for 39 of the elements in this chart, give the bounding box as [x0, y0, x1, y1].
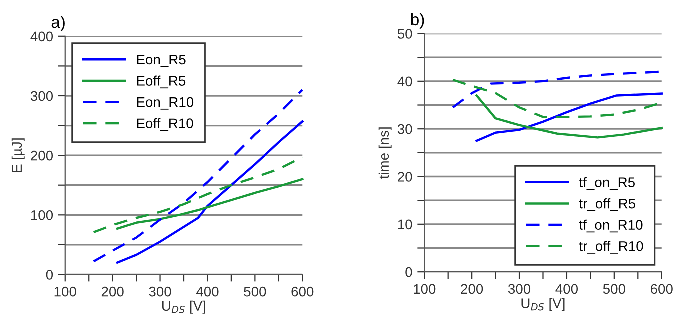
x-axis-title: U$_{DS}$ [V] — [522, 298, 565, 312]
legend-label: tf_on_R10 — [579, 220, 643, 233]
y-tick-label: 100 — [31, 210, 54, 220]
y-tick-label: 200 — [31, 150, 54, 161]
x-tick-label: 300 — [149, 286, 172, 297]
x-tick-label: 100 — [54, 286, 76, 297]
legend-label: tr_off_R10 — [579, 241, 644, 254]
y-tick-label: 0 — [46, 270, 54, 280]
legend-label: Eoff_R10 — [137, 118, 194, 132]
x-tick-label: 500 — [244, 286, 266, 297]
legend-label: Eon_R5 — [137, 54, 186, 68]
chart-title: a) — [52, 16, 65, 32]
chart-title: b) — [411, 13, 424, 29]
legend-label: Eoff_R5 — [137, 76, 186, 89]
y-tick-label: 0 — [406, 267, 412, 278]
y-tick-label: 20 — [398, 172, 412, 182]
x-tick-label: 200 — [102, 286, 124, 297]
x-tick-label: 400 — [556, 284, 578, 294]
x-tick-label: 600 — [650, 284, 673, 294]
x-tick-label: 500 — [603, 284, 626, 294]
y-tick-label: 10 — [398, 220, 412, 230]
y-axis-title: time [ns] — [378, 128, 392, 179]
y-tick-label: 30 — [398, 124, 412, 134]
x-tick-label: 400 — [196, 286, 219, 297]
legend-label: tr_off_R5 — [579, 198, 636, 212]
legend-label: Eon_R10 — [137, 97, 194, 110]
x-tick-label: 200 — [461, 284, 484, 294]
x-tick-label: 300 — [508, 284, 531, 294]
y-tick-label: 400 — [30, 32, 54, 42]
line-series — [92, 88, 304, 263]
line-series — [116, 178, 304, 230]
y-tick-label: 300 — [30, 91, 54, 102]
x-tick-label: 100 — [414, 284, 436, 294]
x-axis-title: U$_{DS}$ [V] — [162, 300, 206, 314]
y-axis-title: E [µJ] — [12, 138, 25, 172]
y-tick-label: 40 — [398, 76, 412, 87]
y-tick-label: 50 — [398, 29, 412, 39]
legend-label: tf_on_R5 — [579, 177, 635, 190]
x-tick-label: 600 — [292, 286, 314, 297]
